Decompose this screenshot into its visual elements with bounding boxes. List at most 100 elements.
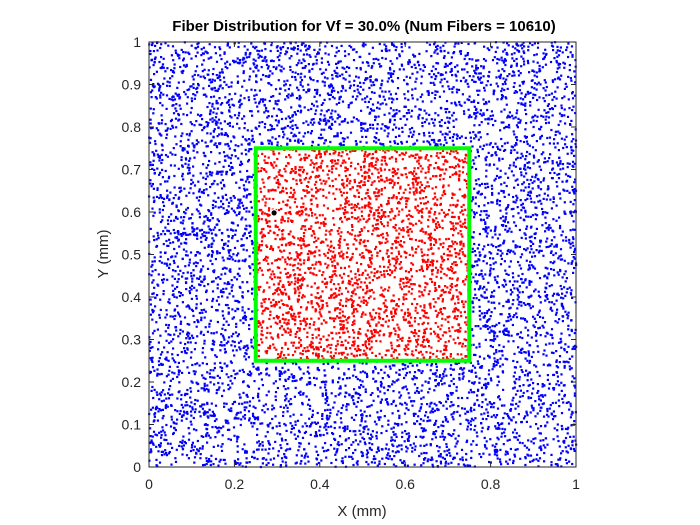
fiber-point — [215, 418, 218, 421]
fiber-point — [189, 390, 193, 393]
fiber-point — [368, 86, 371, 90]
fiber-point — [216, 218, 219, 221]
fiber-point — [471, 247, 474, 250]
fiber-point — [411, 72, 414, 75]
fiber-point — [199, 259, 202, 262]
fiber-point — [551, 79, 554, 82]
fiber-point — [544, 230, 547, 233]
fiber-point — [566, 162, 569, 165]
fiber-point — [500, 189, 503, 192]
fiber-point — [532, 387, 535, 390]
fiber-point — [213, 143, 216, 146]
fiber-point — [209, 463, 212, 467]
fiber-point — [547, 111, 550, 114]
fiber-point — [302, 88, 305, 92]
fiber-point — [193, 286, 196, 289]
fiber-point — [230, 409, 233, 413]
fiber-point — [494, 445, 497, 448]
fiber-point — [376, 127, 379, 130]
fiber-point — [211, 237, 214, 240]
fiber-point — [545, 354, 548, 357]
fiber-point — [308, 70, 311, 73]
fiber-point — [372, 458, 375, 461]
fiber-point — [166, 189, 169, 192]
fiber-point — [207, 69, 210, 72]
fiber-point — [466, 428, 469, 431]
fiber-point — [161, 278, 164, 282]
fiber-point — [248, 324, 251, 327]
fiber-point — [307, 123, 310, 126]
fiber-point — [243, 406, 246, 409]
fiber-point — [474, 424, 477, 428]
fiber-point — [306, 403, 310, 406]
fiber-point — [380, 432, 383, 435]
fiber-point — [380, 385, 383, 388]
fiber-point — [265, 106, 268, 110]
fiber-point — [151, 42, 154, 45]
fiber-point — [565, 401, 568, 404]
fiber-point — [504, 125, 507, 128]
fiber-point — [298, 366, 301, 369]
fiber-point — [341, 460, 344, 463]
fiber-point — [208, 43, 211, 46]
fiber-point — [352, 451, 355, 455]
fiber-point — [171, 393, 174, 396]
fiber-point — [529, 191, 533, 194]
fiber-point — [568, 334, 571, 337]
fiber-point — [330, 461, 333, 465]
fiber-point — [551, 294, 554, 297]
fiber-point — [479, 81, 483, 84]
fiber-point — [527, 92, 530, 95]
fiber-point — [202, 75, 205, 78]
fiber-point — [487, 185, 490, 189]
fiber-point — [514, 393, 518, 396]
fiber-point — [235, 325, 238, 328]
fiber-point — [193, 146, 196, 149]
fiber-point — [286, 95, 289, 98]
fiber-point — [151, 281, 154, 284]
fiber-point — [440, 424, 443, 427]
fiber-point — [523, 165, 526, 168]
fiber-point — [264, 75, 267, 78]
fiber-point — [484, 325, 487, 328]
fiber-point — [512, 85, 515, 88]
fiber-point — [151, 406, 154, 409]
fiber-point — [175, 252, 178, 255]
fiber-point — [216, 172, 220, 175]
fiber-point — [309, 433, 312, 436]
fiber-point — [481, 81, 484, 84]
fiber-point — [310, 144, 314, 147]
fiber-point — [446, 64, 449, 67]
fiber-point — [571, 228, 575, 231]
fiber-point — [497, 192, 500, 195]
fiber-point — [516, 126, 519, 129]
fiber-point — [543, 321, 547, 324]
fiber-point — [534, 176, 537, 179]
fiber-point — [202, 52, 205, 55]
fiber-point — [549, 261, 552, 264]
fiber-point — [187, 163, 190, 166]
fiber-point — [405, 432, 408, 436]
fiber-point — [322, 433, 325, 437]
fiber-point — [276, 56, 279, 59]
fiber-point — [476, 435, 479, 438]
fiber-point — [186, 102, 189, 105]
fiber-point — [387, 72, 390, 75]
fiber-point — [511, 57, 514, 60]
fiber-point — [407, 109, 410, 112]
fiber-point — [557, 130, 560, 133]
fiber-point — [270, 143, 273, 146]
fiber-point — [197, 42, 200, 45]
fiber-point — [211, 120, 214, 123]
fiber-point — [310, 423, 313, 426]
fiber-point — [176, 365, 179, 368]
fiber-point — [250, 338, 253, 341]
fiber-point — [522, 41, 525, 44]
fiber-point — [166, 84, 169, 87]
fiber-point — [453, 411, 456, 414]
fiber-point — [160, 454, 164, 457]
fiber-point — [570, 149, 573, 152]
fiber-point — [162, 230, 165, 233]
fiber-point — [151, 43, 154, 47]
fiber-point — [251, 263, 254, 266]
